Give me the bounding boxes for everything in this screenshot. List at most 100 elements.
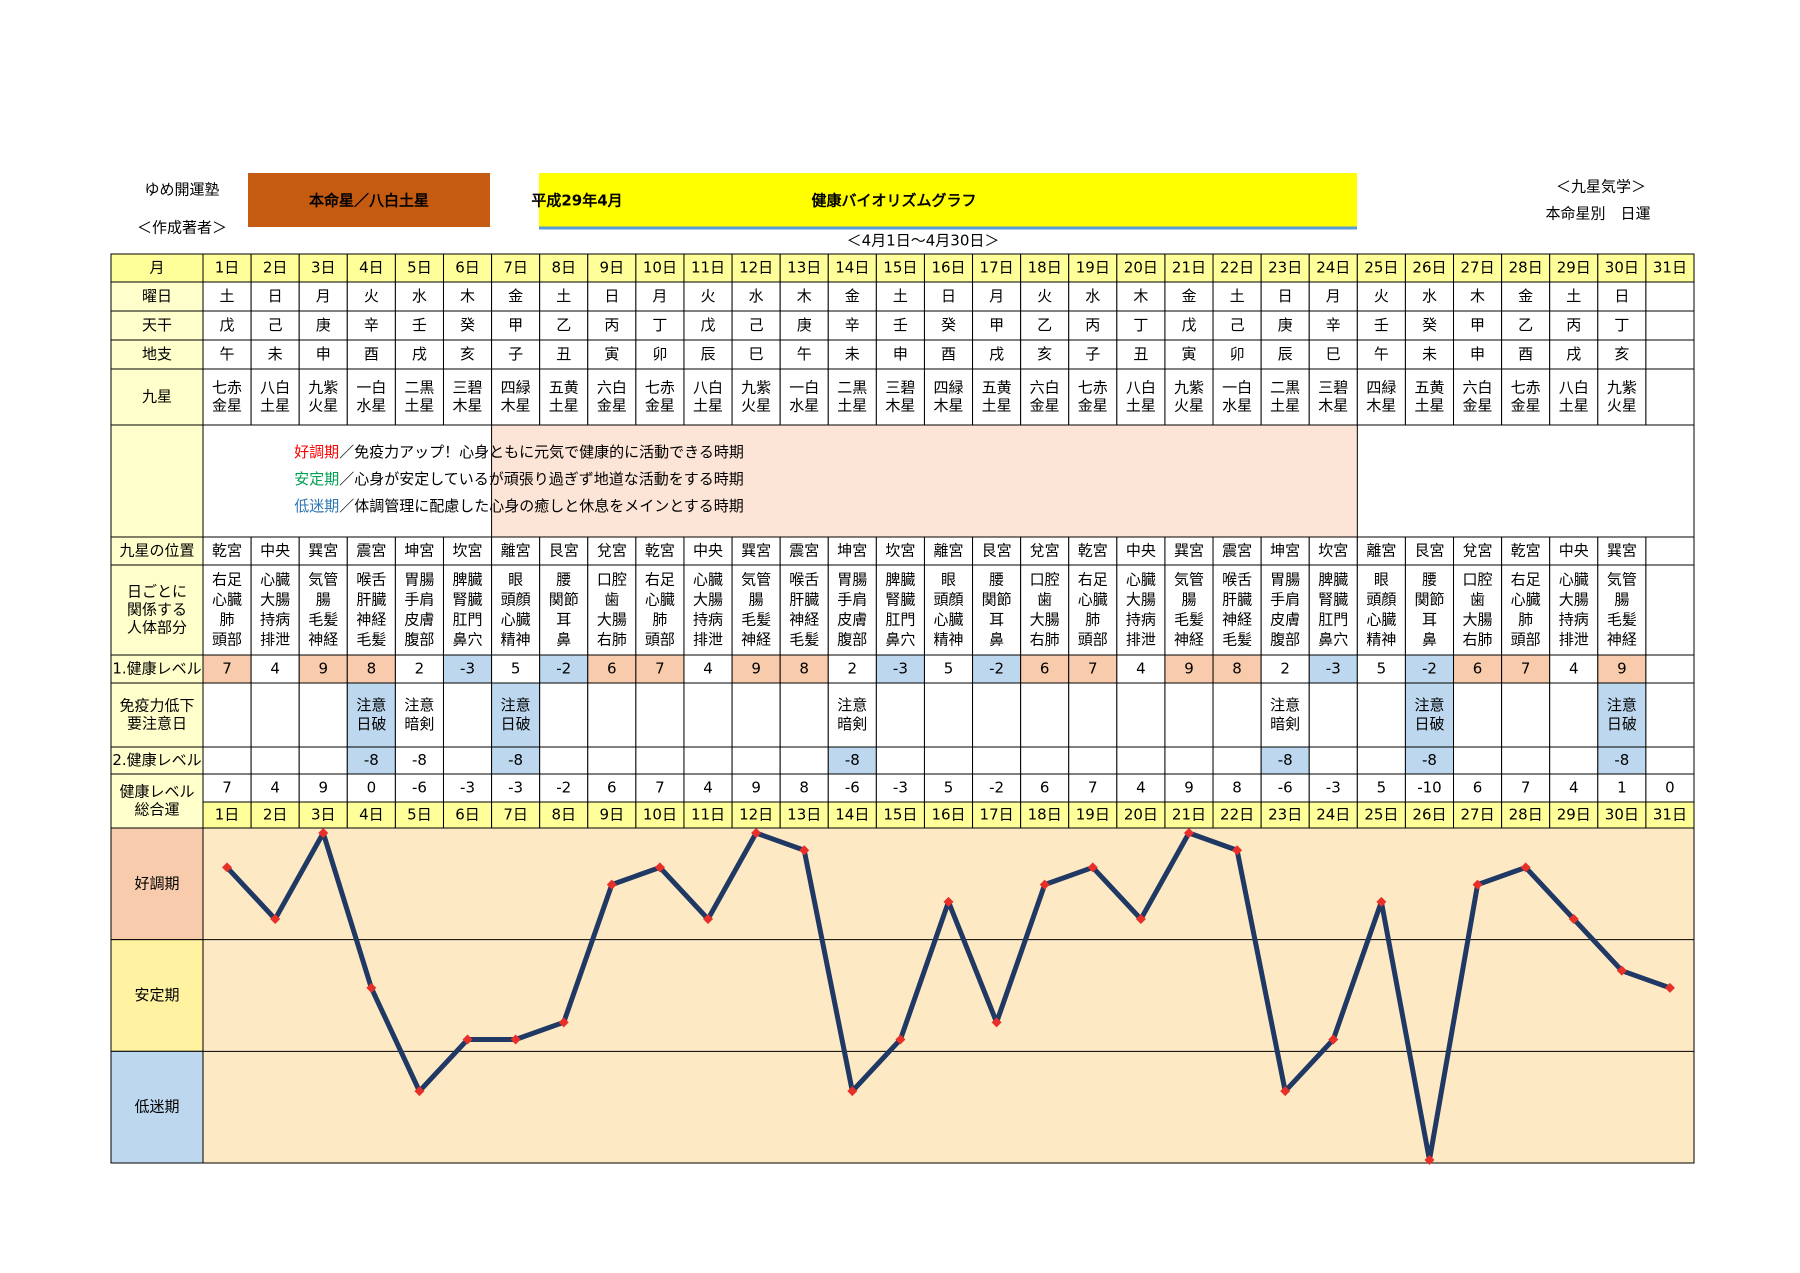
data-point (895, 1034, 906, 1045)
day-cell (875, 253, 925, 283)
cell (250, 682, 300, 748)
body-part: 胃腸 (837, 571, 867, 589)
star: 土星 (693, 397, 723, 415)
cell (1645, 564, 1695, 656)
weekday: 水 (1085, 287, 1100, 305)
health-level-1: 8 (799, 660, 809, 678)
cell (1260, 310, 1310, 341)
star: 木星 (1366, 397, 1396, 415)
legend-box (491, 424, 1358, 538)
caution: 日破 (356, 715, 386, 733)
health-level-1: 5 (1377, 660, 1387, 678)
day-cell (779, 253, 829, 283)
stem: 辛 (845, 316, 860, 334)
cell (1356, 773, 1406, 803)
body-part: 腹部 (837, 631, 867, 649)
body-part: 心臓 (933, 611, 963, 629)
cell (250, 773, 300, 803)
day-label: 10日 (643, 806, 677, 824)
row-label: 健康レベル (119, 783, 194, 801)
body-part: 心臓 (501, 611, 531, 629)
health-level-2: -8 (508, 751, 523, 769)
branch: 酉 (1518, 345, 1533, 363)
day-label: 12日 (739, 806, 773, 824)
cell (779, 746, 829, 775)
star: 七赤 (212, 379, 242, 397)
body-part: 腰 (989, 571, 1004, 589)
legend-term: 低迷期 (294, 497, 339, 515)
cell (394, 682, 444, 748)
branch: 酉 (364, 345, 379, 363)
total-level: 9 (318, 779, 328, 797)
cell (346, 339, 396, 370)
day-label: 14日 (835, 259, 869, 277)
row-label: 人体部分 (127, 619, 187, 637)
star: 水星 (356, 397, 386, 415)
cell (298, 682, 348, 748)
stem: 戊 (1181, 316, 1196, 334)
star: 五黄 (1414, 379, 1444, 397)
row-label-cell (110, 281, 204, 312)
total-level: -3 (893, 779, 908, 797)
day-label: 6日 (455, 806, 480, 824)
day-label: 28日 (1509, 806, 1543, 824)
position: 兌宮 (1463, 542, 1493, 560)
day-label: 8日 (551, 806, 576, 824)
branch: 辰 (1278, 345, 1293, 363)
cell (1068, 368, 1118, 426)
cell (1068, 536, 1118, 566)
body-part: 神経 (356, 611, 386, 629)
row-label: 月 (149, 259, 164, 277)
day-label: 20日 (1124, 806, 1158, 824)
body-part: 喉舌 (789, 571, 819, 589)
day-cell (972, 801, 1022, 829)
cell (1645, 682, 1695, 748)
day-label: 1日 (215, 806, 240, 824)
row-label: 要注意日 (127, 715, 187, 733)
total-level: 1 (1617, 779, 1627, 797)
body-part: 腰 (1422, 571, 1437, 589)
cell (1068, 564, 1118, 656)
body-part: 神経 (741, 631, 771, 649)
day-label: 26日 (1412, 259, 1446, 277)
body-part: 口腔 (1463, 571, 1493, 589)
cell (1501, 368, 1551, 426)
cell (1549, 339, 1599, 370)
health-level-1: 2 (415, 660, 425, 678)
position: 震宮 (356, 542, 386, 560)
body-part: 心臓 (693, 571, 723, 589)
star: 九紫 (1607, 379, 1637, 397)
subtitle-label: 本命星別 日運 (1545, 205, 1650, 223)
day-label: 18日 (1028, 259, 1062, 277)
cell (1404, 339, 1455, 370)
cell (1453, 654, 1503, 684)
cell (1212, 654, 1262, 684)
star: 六白 (1463, 379, 1493, 397)
stem: 癸 (460, 316, 475, 334)
total-level: 5 (1377, 779, 1387, 797)
cell (1597, 564, 1647, 656)
weekday: 日 (268, 287, 283, 305)
body-part: 排泄 (260, 631, 290, 649)
cell (539, 746, 589, 775)
cell (1020, 746, 1070, 775)
branch: 未 (1422, 345, 1437, 363)
position: 離宮 (933, 542, 963, 560)
caution: 注意 (356, 696, 386, 714)
star: 五黄 (982, 379, 1012, 397)
day-cell (827, 801, 877, 829)
branch: 卯 (1230, 345, 1245, 363)
cell (298, 654, 348, 684)
total-level: 7 (222, 779, 232, 797)
cell (1356, 368, 1406, 426)
health-level-2: -8 (364, 751, 379, 769)
health-level-1: 4 (1136, 660, 1146, 678)
data-point (1520, 862, 1531, 873)
day-label: 14日 (835, 806, 869, 824)
health-level-1: 5 (944, 660, 954, 678)
health-level-2: -8 (1422, 751, 1437, 769)
cell (250, 564, 300, 656)
star: 土星 (260, 397, 290, 415)
cell (1212, 564, 1262, 656)
cell (1260, 773, 1310, 803)
